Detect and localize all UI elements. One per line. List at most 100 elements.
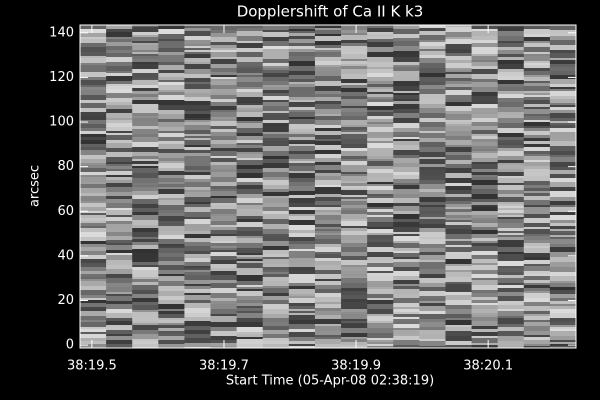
- image-cell: [471, 211, 499, 215]
- image-cell: [393, 236, 420, 241]
- image-cell: [497, 231, 525, 233]
- image-cell: [210, 230, 238, 234]
- image-cell: [106, 309, 133, 313]
- image-cell: [471, 108, 499, 112]
- image-cell: [210, 275, 238, 278]
- image-cell: [471, 74, 499, 79]
- image-cell: [419, 311, 446, 314]
- image-cell: [80, 147, 107, 150]
- image-cell: [471, 223, 499, 225]
- image-cell: [184, 111, 212, 114]
- image-cell: [314, 141, 342, 145]
- image-cell: [367, 177, 394, 182]
- image-cell: [236, 231, 264, 236]
- image-cell: [158, 41, 185, 43]
- image-cell: [158, 55, 185, 59]
- image-cell: [288, 102, 316, 105]
- image-cell: [445, 259, 473, 264]
- image-cell: [549, 344, 577, 346]
- image-cell: [393, 243, 420, 248]
- image-cell: [445, 314, 473, 318]
- image-cell: [419, 180, 446, 184]
- image-cell: [236, 173, 264, 178]
- image-cell: [393, 314, 420, 317]
- image-cell: [523, 337, 551, 340]
- image-cell: [367, 161, 394, 166]
- image-cell: [523, 314, 551, 316]
- image-cell: [184, 300, 212, 303]
- image-cell: [262, 274, 290, 277]
- image-cell: [106, 321, 133, 325]
- image-cell: [210, 158, 238, 162]
- image-cell: [393, 104, 420, 109]
- image-cell: [210, 75, 238, 77]
- image-cell: [80, 37, 107, 39]
- image-cell: [445, 327, 473, 331]
- image-cell: [314, 326, 342, 331]
- image-cell: [523, 311, 551, 314]
- image-cell: [132, 116, 159, 118]
- image-cell: [549, 167, 577, 170]
- image-cell: [341, 88, 368, 92]
- image-cell: [288, 46, 316, 49]
- image-cell: [158, 286, 185, 291]
- image-cell: [236, 66, 264, 68]
- image-cell: [497, 219, 525, 223]
- image-cell: [341, 260, 368, 265]
- image-cell: [132, 285, 159, 290]
- image-cell: [236, 248, 264, 253]
- image-cell: [393, 109, 420, 113]
- image-cell: [106, 39, 133, 42]
- image-cell: [106, 180, 133, 183]
- image-cell: [393, 324, 420, 328]
- image-cell: [106, 37, 133, 39]
- image-cell: [210, 57, 238, 59]
- image-cell: [367, 233, 394, 235]
- image-cell: [341, 35, 368, 40]
- image-cell: [80, 182, 107, 184]
- image-cell: [419, 31, 446, 35]
- image-cell: [393, 330, 420, 334]
- image-cell: [236, 332, 264, 334]
- image-cell: [367, 207, 394, 209]
- image-cell: [471, 234, 499, 238]
- image-cell: [236, 273, 264, 275]
- image-cell: [210, 89, 238, 93]
- image-cell: [288, 52, 316, 56]
- image-cell: [236, 73, 264, 75]
- image-cell: [262, 32, 290, 37]
- image-cell: [471, 285, 499, 290]
- image-cell: [288, 214, 316, 216]
- image-cell: [549, 71, 577, 75]
- image-cell: [314, 274, 342, 279]
- image-cell: [236, 82, 264, 87]
- image-cell: [210, 283, 238, 288]
- image-cell: [132, 183, 159, 185]
- image-cell: [210, 99, 238, 102]
- image-cell: [106, 327, 133, 330]
- image-cell: [132, 45, 159, 50]
- image-cell: [314, 34, 342, 36]
- image-cell: [445, 284, 473, 288]
- image-cell: [523, 75, 551, 77]
- image-cell: [367, 99, 394, 102]
- image-cell: [445, 270, 473, 272]
- image-cell: [523, 196, 551, 200]
- image-cell: [210, 172, 238, 177]
- image-cell: [314, 61, 342, 65]
- image-cell: [262, 87, 290, 90]
- image-cell: [184, 204, 212, 207]
- x-tick-label: 38:19.7: [199, 359, 249, 374]
- image-cell: [132, 147, 159, 152]
- image-cell: [184, 170, 212, 172]
- image-cell: [236, 238, 264, 243]
- image-cell: [497, 160, 525, 163]
- image-cell: [393, 76, 420, 81]
- image-cell: [132, 178, 159, 183]
- image-cell: [184, 134, 212, 136]
- image-cell: [236, 303, 264, 306]
- image-cell: [262, 300, 290, 304]
- image-cell: [184, 229, 212, 231]
- image-cell: [288, 31, 316, 33]
- image-cell: [471, 257, 499, 259]
